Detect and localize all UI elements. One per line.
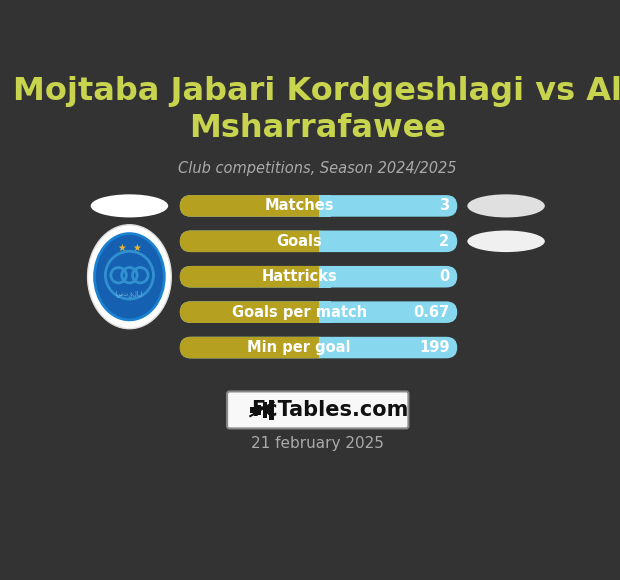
FancyBboxPatch shape <box>180 302 329 323</box>
Text: 199: 199 <box>419 340 449 355</box>
FancyBboxPatch shape <box>180 266 458 288</box>
Text: 0.67: 0.67 <box>414 304 450 320</box>
Bar <box>250 407 255 413</box>
Text: Club competitions, Season 2024/2025: Club competitions, Season 2024/2025 <box>179 161 457 176</box>
FancyBboxPatch shape <box>180 195 329 217</box>
FancyBboxPatch shape <box>180 337 458 358</box>
Bar <box>257 405 261 415</box>
Bar <box>319 302 331 323</box>
Bar <box>319 195 331 217</box>
Ellipse shape <box>467 230 545 252</box>
Bar <box>269 400 273 420</box>
Text: Goals: Goals <box>277 234 322 249</box>
Ellipse shape <box>87 225 171 329</box>
FancyBboxPatch shape <box>180 230 329 252</box>
Text: Goals per match: Goals per match <box>231 304 366 320</box>
FancyBboxPatch shape <box>180 337 329 358</box>
Text: استقلال: استقلال <box>116 290 143 297</box>
Text: 21 february 2025: 21 february 2025 <box>251 436 384 451</box>
FancyBboxPatch shape <box>227 392 409 429</box>
Ellipse shape <box>95 234 164 320</box>
FancyBboxPatch shape <box>180 266 329 288</box>
Text: Min per goal: Min per goal <box>247 340 351 355</box>
Bar <box>319 230 331 252</box>
Ellipse shape <box>467 194 545 218</box>
Text: Matches: Matches <box>264 198 334 213</box>
Ellipse shape <box>91 194 168 218</box>
Bar <box>319 266 331 288</box>
Text: FcTables.com: FcTables.com <box>250 400 408 420</box>
FancyBboxPatch shape <box>180 230 458 252</box>
Text: Mojtaba Jabari Kordgeshlagi vs Al
Msharrafawee: Mojtaba Jabari Kordgeshlagi vs Al Msharr… <box>13 75 620 144</box>
Bar <box>319 337 331 358</box>
Bar <box>263 403 267 418</box>
Text: 3: 3 <box>440 198 450 213</box>
FancyBboxPatch shape <box>180 302 458 323</box>
Text: ★  ★: ★ ★ <box>118 242 141 252</box>
FancyBboxPatch shape <box>180 195 458 217</box>
Text: 2: 2 <box>440 234 450 249</box>
Text: 0: 0 <box>439 269 450 284</box>
Text: Hattricks: Hattricks <box>261 269 337 284</box>
